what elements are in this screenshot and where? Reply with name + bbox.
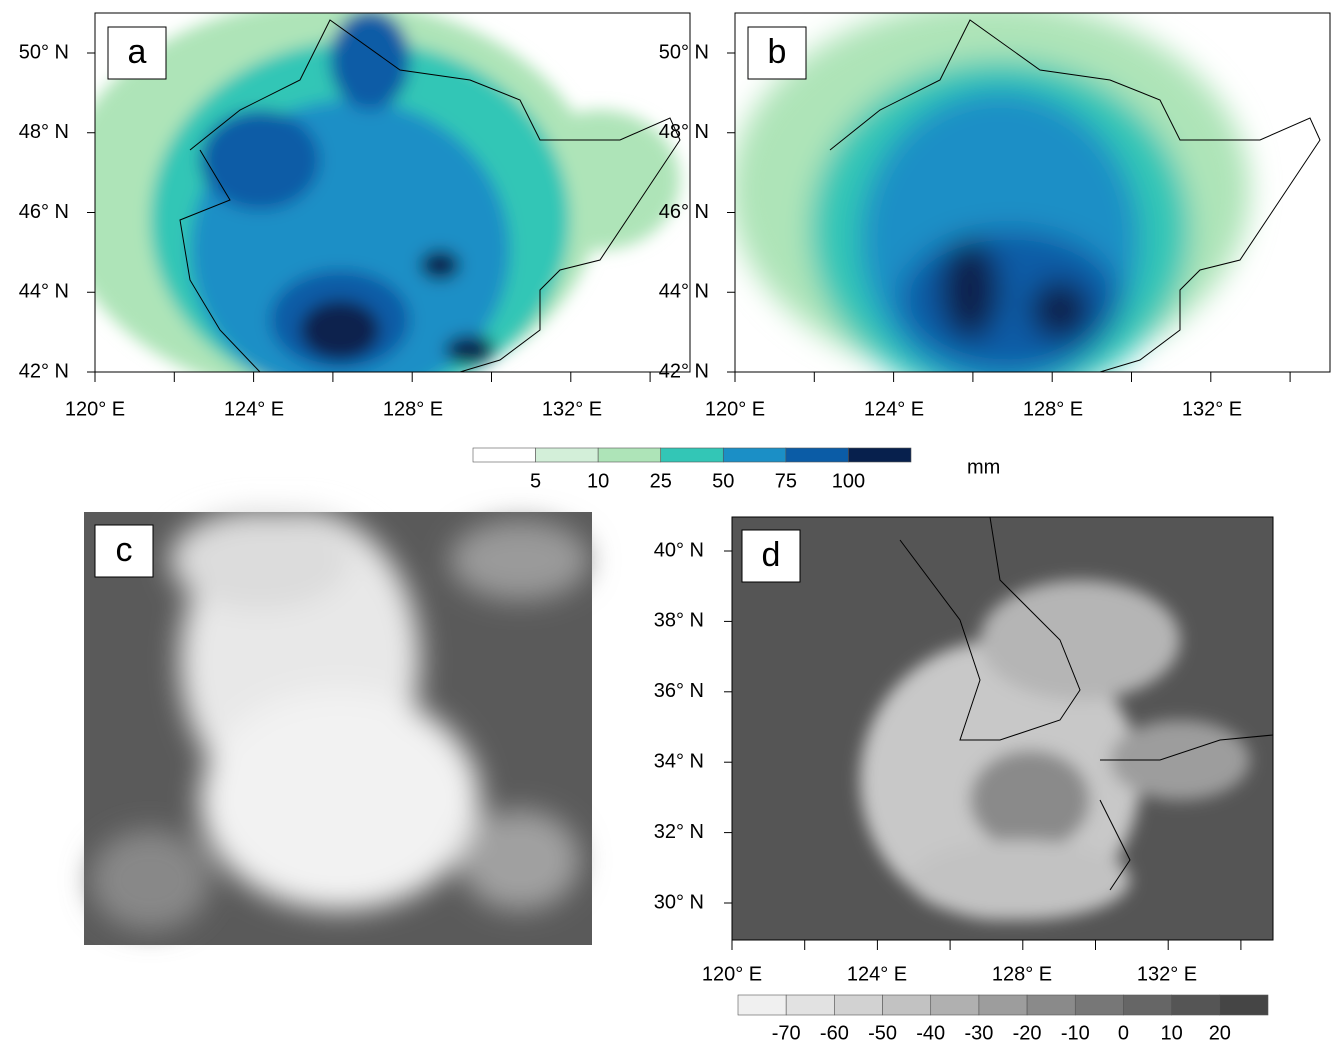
lon-label: 132° E [1182,398,1242,420]
lat-label: 36° N [654,680,704,702]
colorbar-swatch [1171,994,1221,1016]
lat-label: 42° N [659,360,709,382]
colorbar-label: 25 [650,470,672,492]
panel-label: a [128,33,147,71]
panel-label: c [116,531,133,569]
panel-label-box [747,26,807,80]
panel-label: b [768,33,787,71]
lat-label: 50° N [659,41,709,63]
lat-label: 40° N [654,539,704,561]
colorbar-swatch [1074,994,1124,1016]
colorbar-swatch [785,994,835,1016]
colorbar-swatch [848,447,912,463]
map-b [735,13,1330,372]
satellite-image [84,510,592,945]
lat-label: 30° N [654,891,704,913]
colorbar-swatch [978,994,1028,1016]
panel-label: d [762,536,781,574]
colorbar-swatch [660,447,724,463]
lat-label: 38° N [654,610,704,632]
lon-label: 120° E [705,398,765,420]
colorbar-label: 100 [832,470,865,492]
colorbar-label: -20 [1013,1022,1042,1044]
colorbar-swatch [1123,994,1172,1016]
map-d [732,517,1273,940]
panel-label-box [94,524,154,578]
frame-a [94,12,691,373]
map-a [95,13,690,372]
colorbar-label: -10 [1061,1022,1090,1044]
lon-label: 124° E [224,398,284,420]
frame-d [731,516,1274,941]
colorbar-swatch [834,994,883,1016]
colorbar-swatch [785,447,849,463]
colorbar-label: -50 [868,1022,897,1044]
colorbar-label: -30 [964,1022,993,1044]
colorbar-label: 5 [530,470,541,492]
colorbar-label: 75 [775,470,797,492]
lon-label: 128° E [1023,398,1083,420]
colorbar-swatch [1026,994,1076,1016]
colorbar-swatch [722,447,787,463]
colorbar-label: 10 [1161,1022,1183,1044]
lon-label: 128° E [992,963,1052,985]
lat-label: 48° N [19,121,69,143]
colorbar-swatch [930,994,980,1016]
colorbar-label: -70 [772,1022,801,1044]
colorbar-swatch [882,994,932,1016]
lon-label: 132° E [1137,963,1197,985]
colorbar-label: -60 [820,1022,849,1044]
colorbar-label: 20 [1209,1022,1231,1044]
lat-label: 42° N [19,360,69,382]
lat-label: 46° N [659,201,709,223]
colorbar-label: 50 [712,470,734,492]
lat-label: 34° N [654,750,704,772]
lat-label: 50° N [19,41,69,63]
lon-label: 128° E [383,398,443,420]
lat-label: 46° N [19,201,69,223]
colorbar-swatch [1219,994,1269,1016]
lon-label: 120° E [702,963,762,985]
colorbar-swatch [472,447,536,463]
panel-label-box [107,26,167,80]
colorbar-unit: mm [967,456,1000,478]
lon-label: 120° E [65,398,125,420]
lon-label: 124° E [847,963,907,985]
colorbar-swatch [597,447,662,463]
colorbar-swatch [535,447,599,463]
colorbar-label: 10 [587,470,609,492]
lat-label: 44° N [19,281,69,303]
frame-b [734,12,1331,373]
panel-label-box [741,529,801,583]
colorbar-label: -40 [916,1022,945,1044]
lat-label: 32° N [654,821,704,843]
lon-label: 132° E [542,398,602,420]
lon-label: 124° E [864,398,924,420]
colorbar-swatch [737,994,787,1016]
colorbar-label: 0 [1118,1022,1129,1044]
lat-label: 48° N [659,121,709,143]
lat-label: 44° N [659,281,709,303]
